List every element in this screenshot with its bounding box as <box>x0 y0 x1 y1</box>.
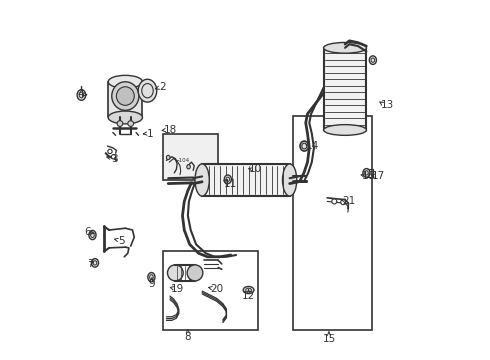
Bar <box>163 134 218 180</box>
Text: 6: 6 <box>84 227 91 237</box>
Ellipse shape <box>108 149 112 154</box>
Text: 5: 5 <box>119 236 125 246</box>
Text: 16: 16 <box>362 171 375 181</box>
Text: 4: 4 <box>77 89 84 99</box>
Text: ←104: ←104 <box>175 158 190 163</box>
Ellipse shape <box>112 82 139 111</box>
Ellipse shape <box>363 168 370 177</box>
Text: 12: 12 <box>242 291 255 301</box>
Bar <box>293 116 372 330</box>
Text: 1: 1 <box>147 129 154 139</box>
Ellipse shape <box>108 75 143 88</box>
Ellipse shape <box>117 87 134 105</box>
Text: 13: 13 <box>381 100 394 110</box>
Text: 17: 17 <box>371 171 385 181</box>
Text: 15: 15 <box>322 334 336 344</box>
Text: 3: 3 <box>111 154 118 163</box>
Ellipse shape <box>187 265 203 281</box>
Ellipse shape <box>89 230 96 240</box>
Ellipse shape <box>167 156 170 159</box>
Ellipse shape <box>138 79 157 102</box>
Ellipse shape <box>108 111 143 124</box>
Text: 11: 11 <box>224 179 237 189</box>
Ellipse shape <box>117 121 123 126</box>
Ellipse shape <box>148 273 155 282</box>
Text: 2: 2 <box>160 82 166 92</box>
Bar <box>108 82 143 117</box>
Ellipse shape <box>111 155 116 159</box>
Ellipse shape <box>92 258 98 267</box>
Text: 9: 9 <box>148 279 155 289</box>
Ellipse shape <box>283 164 297 196</box>
Ellipse shape <box>128 121 134 126</box>
Text: 10: 10 <box>249 164 262 174</box>
Ellipse shape <box>187 165 190 169</box>
Text: 20: 20 <box>210 284 223 294</box>
Ellipse shape <box>77 90 86 100</box>
Ellipse shape <box>224 175 231 184</box>
Ellipse shape <box>332 199 337 204</box>
Text: 19: 19 <box>171 284 184 294</box>
Bar <box>163 251 258 330</box>
Ellipse shape <box>168 265 183 281</box>
Ellipse shape <box>369 56 376 64</box>
Ellipse shape <box>300 141 309 151</box>
Text: 21: 21 <box>342 197 355 206</box>
Text: 8: 8 <box>185 332 191 342</box>
Ellipse shape <box>323 125 367 135</box>
Text: 7: 7 <box>87 259 94 269</box>
Text: 18: 18 <box>163 125 176 135</box>
Bar <box>323 48 367 130</box>
Bar <box>202 164 290 196</box>
Ellipse shape <box>323 42 367 53</box>
Text: 14: 14 <box>306 141 319 151</box>
Ellipse shape <box>195 164 209 196</box>
Ellipse shape <box>341 200 346 204</box>
Ellipse shape <box>243 287 254 294</box>
